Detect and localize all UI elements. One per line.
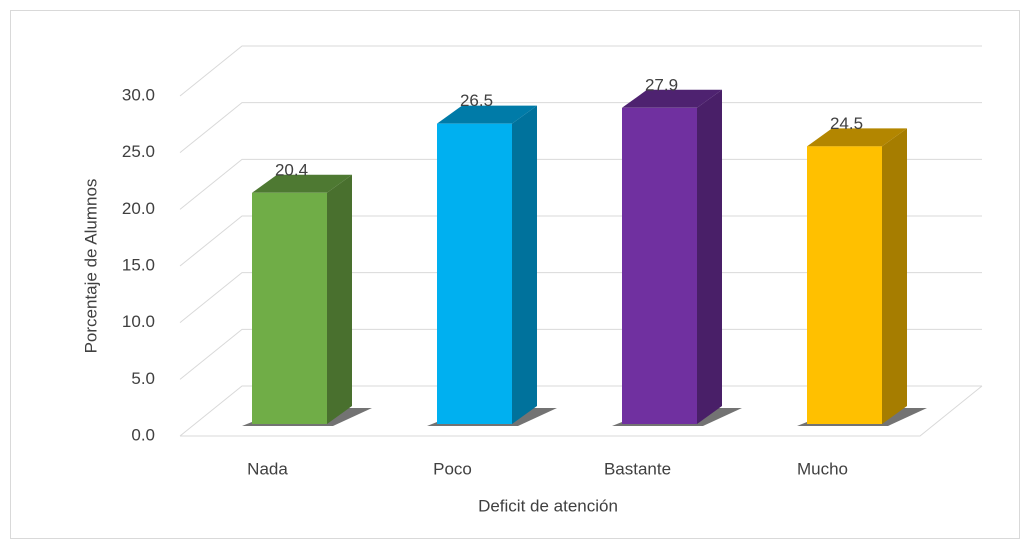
bar [622, 107, 697, 425]
x-tick-label: Nada [247, 459, 288, 478]
bar [437, 123, 512, 425]
bar-side [327, 174, 352, 424]
y-tick-label: 0.0 [131, 425, 155, 444]
y-tick-label: 20.0 [122, 199, 155, 218]
y-tick-label: 10.0 [122, 312, 155, 331]
grid-line [179, 45, 982, 97]
x-tick-label: Mucho [797, 459, 848, 478]
x-tick-label: Bastante [604, 459, 671, 478]
x-tick-label: Poco [433, 459, 472, 478]
data-label: 27.9 [645, 75, 678, 94]
data-label: 20.4 [275, 160, 308, 179]
y-tick-label: 25.0 [122, 142, 155, 161]
data-label: 26.5 [460, 91, 493, 110]
bar-top [622, 89, 722, 108]
bar [807, 146, 882, 425]
grid-line [179, 215, 982, 267]
y-tick-label: 5.0 [131, 369, 155, 388]
y-axis-title: Porcentaje de Alumnos [81, 179, 100, 354]
bar [252, 192, 327, 424]
bar-side [697, 89, 722, 425]
bar-side [882, 128, 907, 425]
grid-line [179, 328, 982, 380]
bar-top [437, 105, 537, 124]
y-tick-label: 30.0 [122, 85, 155, 104]
grid-line [179, 272, 982, 324]
x-axis-title: Deficit de atención [478, 496, 618, 515]
data-label: 24.5 [830, 114, 863, 133]
y-tick-label: 15.0 [122, 255, 155, 274]
bar-top [807, 128, 907, 147]
bar-top [252, 174, 352, 193]
bar-side [512, 105, 537, 425]
grid-line [179, 385, 982, 437]
grid-line [179, 158, 982, 210]
grid-line [179, 102, 982, 154]
floor-edge [180, 385, 983, 437]
